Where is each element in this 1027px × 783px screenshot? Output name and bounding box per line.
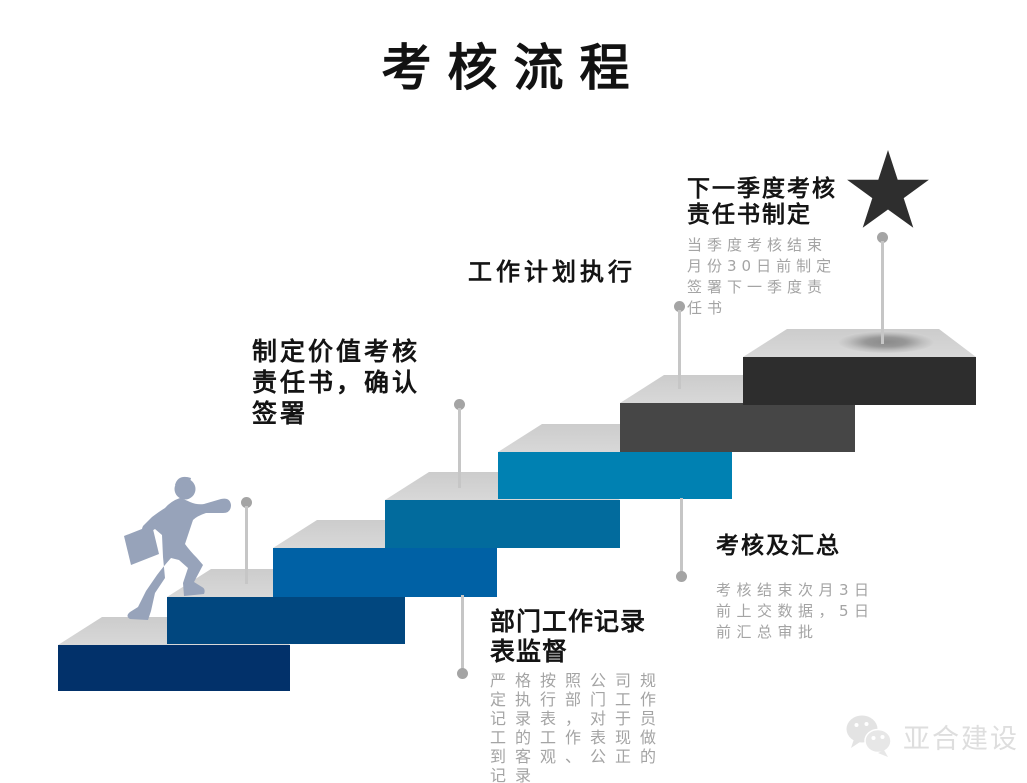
pin-dot <box>454 399 465 410</box>
goal-hole <box>838 331 934 353</box>
pin-dot <box>674 301 685 312</box>
stage-title: 工作计划执行 <box>468 258 636 286</box>
pin-line <box>245 506 248 584</box>
wechat-logo-icon <box>846 715 892 757</box>
stair-front-3 <box>273 548 497 597</box>
pin-line <box>458 408 461 488</box>
stair-front-1 <box>58 645 290 691</box>
stage-description: 考核结束次月3日 前上交数据，5日 前汇总审批 <box>716 581 875 641</box>
pin-line <box>881 241 884 344</box>
stage-title: 考核及汇总 <box>716 533 841 559</box>
star-icon <box>847 150 929 228</box>
stage-block-4: 考核及汇总 考核结束次月3日 前上交数据，5日 前汇总审批 <box>716 526 875 643</box>
stage-block-2: 部门工作记录 表监督 严格按照公司规 定执行部门工作 记录表，对于员 工的工作表… <box>490 607 665 783</box>
stage-block-1: 制定价值考核 责任书，确认 签署 <box>252 336 420 429</box>
stage-block-3: 工作计划执行 <box>468 252 636 287</box>
stage-description: 当季度考核结束 月份30日前制定 签署下一季度责 任书 <box>687 236 837 317</box>
stair-front-7 <box>743 357 976 405</box>
brand-watermark: 亚合建设 <box>845 714 1019 758</box>
pin-line <box>678 310 681 389</box>
businessman-climber-icon <box>124 476 231 620</box>
stage-description: 严格按照公司规 定执行部门工作 记录表，对于员 工的工作表现做 到客观、公正的 … <box>490 671 666 783</box>
pin-dot <box>877 232 888 243</box>
stage-title: 部门工作记录 表监督 <box>490 607 647 666</box>
page-title: 考核流程 <box>381 39 646 97</box>
stage-block-5: 下一季度考核 责任书制定 当季度考核结束 月份30日前制定 签署下一季度责 任书 <box>687 176 837 319</box>
stair-front-4 <box>385 500 620 548</box>
stage-title: 下一季度考核 责任书制定 <box>687 176 837 228</box>
pin-dot <box>457 668 468 679</box>
pin-line <box>680 498 683 572</box>
brand-name: 亚合建设 <box>903 723 1019 755</box>
pin-dot <box>241 497 252 508</box>
stair-front-6 <box>620 403 855 452</box>
stair-front-5 <box>498 452 732 499</box>
stair-front-2 <box>167 597 405 644</box>
pin-dot <box>676 571 687 582</box>
stage-title: 制定价值考核 责任书，确认 签署 <box>252 337 421 428</box>
pin-line <box>461 595 464 669</box>
